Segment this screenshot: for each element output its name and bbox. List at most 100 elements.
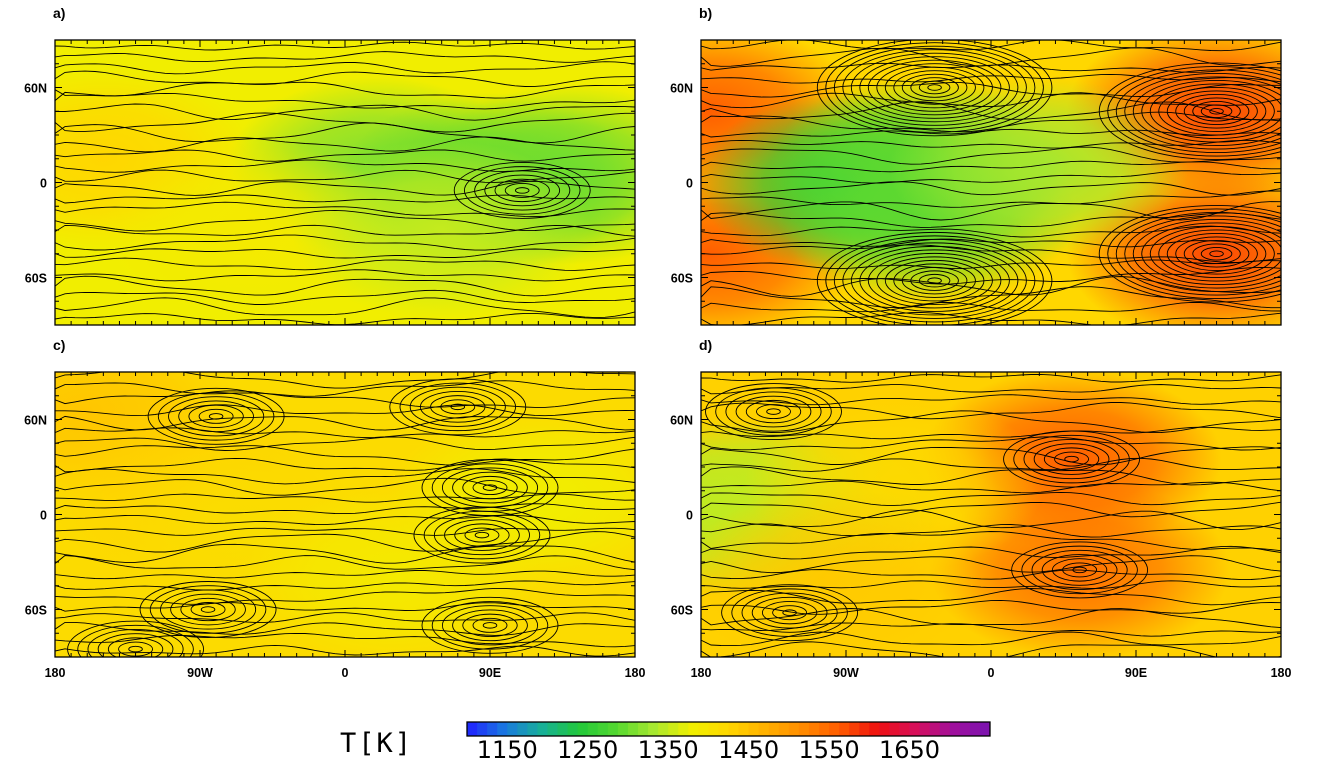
colorbar-tick-label: 1650 xyxy=(879,736,940,764)
vortex-ring xyxy=(170,593,246,626)
vortex-ring xyxy=(918,273,951,288)
vortex-ring xyxy=(1200,104,1233,118)
vortex xyxy=(1098,205,1281,303)
streamline xyxy=(55,136,635,153)
panel-label: c) xyxy=(53,337,65,353)
y-tick-label: 60N xyxy=(670,414,693,428)
vortex-ring xyxy=(1098,62,1281,160)
streamline xyxy=(55,194,635,204)
colorbar-cell xyxy=(808,722,820,736)
streamline xyxy=(701,446,1281,466)
vortex-ring xyxy=(188,404,244,428)
streamline xyxy=(701,111,1281,133)
streamline xyxy=(55,269,635,282)
vortex-ring xyxy=(876,63,993,112)
streamline xyxy=(55,51,635,63)
colorbar-cell xyxy=(537,722,548,736)
vortex-ring xyxy=(149,585,267,634)
vortex xyxy=(1011,541,1149,599)
vortex-ring xyxy=(731,588,848,637)
vortex-ring xyxy=(1124,73,1281,150)
vortex-ring xyxy=(1209,250,1224,257)
colorbar-cell xyxy=(889,722,900,736)
streamline xyxy=(55,468,635,485)
streamline xyxy=(55,81,635,99)
colorbar-cell xyxy=(839,722,850,736)
colorbar-cells xyxy=(467,722,991,736)
streamline xyxy=(701,225,1281,238)
vortex-ring xyxy=(409,386,506,427)
streamline xyxy=(55,159,635,173)
streamline xyxy=(701,608,1281,629)
colorbar-cell xyxy=(627,722,639,736)
vortex-ring xyxy=(462,475,518,500)
vortex-ring xyxy=(168,396,265,437)
vortex xyxy=(816,231,1053,325)
panels: a) 60N 0 60S b) 60N 0 60S c) 60N 0 60S 180 90W 0 90E 180… xyxy=(24,5,1291,680)
streamline xyxy=(701,588,1281,606)
streamline xyxy=(55,543,635,564)
panel-1-plot-area xyxy=(55,40,635,325)
colorbar-cell xyxy=(668,722,679,736)
y-tick-label: 60N xyxy=(670,82,693,96)
vortex-ring xyxy=(1141,222,1281,285)
vortex-ring xyxy=(918,80,951,95)
streamline xyxy=(701,545,1281,560)
colorbar-frame xyxy=(466,721,991,737)
vortex-ring xyxy=(178,400,254,433)
streamline xyxy=(55,503,635,515)
streamline xyxy=(55,275,635,297)
vortex-ring xyxy=(842,242,1027,319)
vortex-ring xyxy=(160,589,257,630)
vortex-ring xyxy=(751,596,828,629)
vortex-ring xyxy=(67,620,204,657)
vortex-ring xyxy=(128,645,143,653)
colorbar-cell xyxy=(517,722,528,736)
vortex-ring xyxy=(833,45,1036,130)
vortex-ring xyxy=(452,471,528,504)
colorbar-cell xyxy=(768,722,780,736)
vortex-ring xyxy=(462,613,518,637)
vortex-ring xyxy=(859,56,1010,119)
streamline xyxy=(701,631,1281,647)
colorbar-tick-label: 1150 xyxy=(477,736,538,764)
colorbar-cell xyxy=(688,722,699,736)
vortex-ring xyxy=(1115,69,1281,153)
vortex-ring xyxy=(772,605,808,621)
colorbar-cell xyxy=(648,722,659,736)
streamline xyxy=(55,380,635,397)
colorbar: T[K] 1150 1250 1350 1450 1550 1650 xyxy=(340,721,991,764)
vortex-ring xyxy=(464,527,500,543)
vortex-ring xyxy=(756,404,791,420)
streamline xyxy=(55,493,635,503)
panel-2-plot-area xyxy=(701,40,1281,325)
streamline xyxy=(55,61,635,75)
colorbar-cell xyxy=(728,722,740,736)
vortex xyxy=(421,596,559,654)
streamline xyxy=(55,390,635,408)
panel-label: b) xyxy=(699,5,712,21)
vortex-ring xyxy=(1041,554,1118,586)
x-tick-label: 90W xyxy=(187,666,213,680)
vortex-ring xyxy=(1183,97,1250,125)
streamline xyxy=(701,92,1281,109)
streamline xyxy=(55,149,635,162)
streamline xyxy=(55,436,635,451)
vortex-ring xyxy=(139,581,277,638)
colorbar-cell xyxy=(577,722,589,736)
colorbar-cell xyxy=(547,722,559,736)
colorbar-cell xyxy=(497,722,508,736)
vortex-ring xyxy=(1021,545,1138,595)
colorbar-cell xyxy=(738,722,750,736)
vortex-ring xyxy=(440,399,476,415)
panel-label: d) xyxy=(699,337,712,353)
x-tick-label: 0 xyxy=(988,666,995,680)
streamline xyxy=(55,112,635,133)
temperature-blob xyxy=(243,487,544,657)
colorbar-cell xyxy=(658,722,669,736)
vortex xyxy=(389,378,527,436)
vortex-ring xyxy=(1132,76,1281,146)
streamline xyxy=(701,531,1281,552)
vortex-ring xyxy=(1033,443,1110,475)
vortex-ring xyxy=(1013,434,1130,484)
